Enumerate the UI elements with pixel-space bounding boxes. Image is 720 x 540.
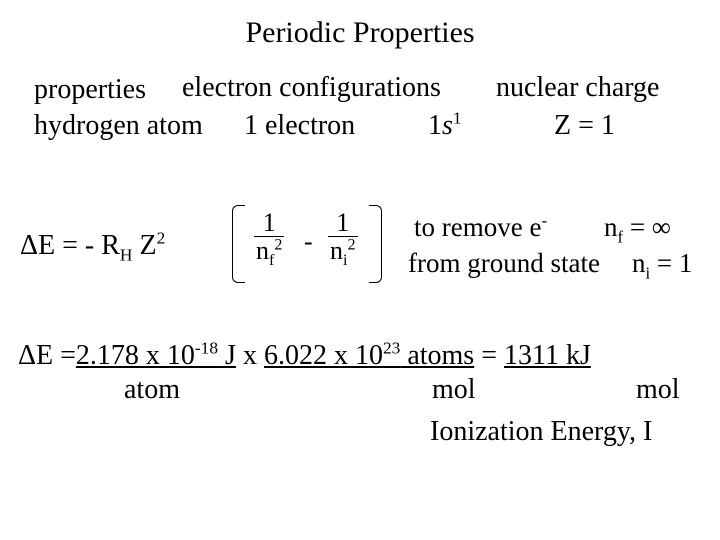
hydrogen-config: 1s1 [428, 110, 462, 142]
note-nf-infinity: nf = ∞ [604, 212, 671, 243]
header-nuclear-charge: nuclear charge [496, 72, 660, 104]
hydrogen-Z: Z = 1 [554, 110, 615, 142]
calc-denom-mol-2: mol [636, 374, 680, 406]
calc-denom-atom: atom [124, 374, 180, 406]
remove-text: to remove e [414, 212, 541, 242]
ni-base: n [330, 236, 343, 265]
calc-times: x [236, 340, 264, 371]
note-ni-one: ni = 1 [632, 248, 692, 279]
config-exp: 1 [453, 109, 462, 128]
ni-eq-rhs: = 1 [650, 248, 692, 278]
calc-v2b: atoms [400, 340, 474, 371]
calc-val1: 2.178 x 10-18 J [76, 340, 236, 371]
ionization-energy-label: Ionization Energy, I [430, 416, 652, 448]
calc-v1exp: -18 [195, 339, 218, 358]
frac-nf-num: 1 [254, 209, 284, 236]
note-ground-state: from ground state [408, 248, 600, 279]
calc-line: ΔE =2.178 x 10-18 J x 6.022 x 1023 atoms… [18, 340, 591, 372]
hydrogen-electron-count: 1 electron [244, 110, 355, 142]
header-properties: properties [34, 74, 146, 106]
nf-eq-n: n [604, 212, 618, 242]
bracket-term: 1 nf2 - 1 ni2 [232, 205, 382, 281]
frac-ni-num: 1 [328, 209, 358, 236]
ni-sub: i [343, 252, 347, 269]
fraction-ni: 1 ni2 [328, 209, 358, 265]
calc-denom-mol-1: mol [432, 374, 476, 406]
calc-v1b: J [218, 340, 236, 371]
calc-v1a: 2.178 x 10 [76, 340, 195, 371]
dE-symbol: ΔE = [20, 230, 78, 261]
bracket-right-icon [369, 205, 382, 283]
neg-sign: - [85, 230, 94, 261]
frac-ni-den: ni2 [328, 236, 358, 264]
hydrogen-label: hydrogen atom [34, 110, 203, 142]
note-remove-electron: to remove e- [414, 212, 547, 243]
fraction-nf: 1 nf2 [254, 209, 284, 265]
ni-exp: 2 [347, 237, 355, 254]
minus-sign: - [304, 227, 313, 257]
calc-v2exp: 23 [383, 339, 400, 358]
Z-exp: 2 [157, 229, 166, 248]
bracket-left-icon [232, 205, 245, 283]
calc-dE: ΔE = [18, 340, 76, 371]
remove-sup: - [541, 211, 547, 230]
slide: Periodic Properties properties electron … [0, 0, 720, 540]
R-sub: H [120, 246, 133, 265]
config-orbital: s [442, 110, 453, 141]
nf-sub: f [269, 252, 274, 269]
header-electron-configurations: electron configurations [182, 72, 441, 104]
delta-E-lhs: ΔE = - RH Z2 [20, 230, 165, 262]
nf-base: n [256, 236, 269, 265]
Z-symbol: Z [139, 230, 156, 261]
calc-v2a: 6.022 x 10 [264, 340, 383, 371]
calc-result: 1311 kJ [504, 340, 591, 371]
slide-title: Periodic Properties [0, 16, 720, 50]
ni-eq-n: n [632, 248, 646, 278]
nf-exp: 2 [274, 237, 282, 254]
R-symbol: R [101, 230, 120, 261]
frac-nf-den: nf2 [254, 236, 284, 264]
calc-val2: 6.022 x 1023 atoms [264, 340, 474, 371]
config-n: 1 [428, 110, 442, 141]
nf-eq-rhs: = ∞ [623, 212, 671, 242]
calc-eq: = [474, 340, 504, 371]
